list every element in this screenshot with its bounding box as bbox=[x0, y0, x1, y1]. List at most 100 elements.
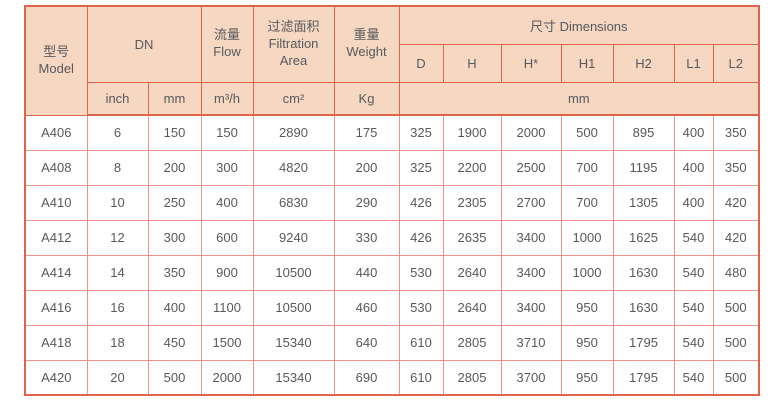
value-cell: 3700 bbox=[500, 359, 562, 396]
value-cell: 1000 bbox=[560, 254, 614, 291]
value-cell: 8 bbox=[86, 149, 149, 186]
value-cell: 1795 bbox=[612, 359, 675, 396]
value-cell: 200 bbox=[333, 149, 400, 186]
value-cell: 2000 bbox=[500, 114, 562, 151]
value-cell: 480 bbox=[712, 254, 760, 291]
header-model: 型号 Model bbox=[24, 5, 88, 116]
table-body: A406 6 150 150 2890 175 325 1900 2000 500 895 400 35… bbox=[24, 114, 760, 396]
value-cell: 540 bbox=[673, 324, 714, 361]
header-dim-h1: H1 bbox=[560, 43, 614, 83]
value-cell: 350 bbox=[712, 114, 760, 151]
value-cell: 400 bbox=[673, 184, 714, 221]
value-cell: 1100 bbox=[200, 289, 254, 326]
model-cell: A412 bbox=[24, 219, 88, 256]
value-cell: 540 bbox=[673, 289, 714, 326]
value-cell: 300 bbox=[200, 149, 254, 186]
value-cell: 2635 bbox=[442, 219, 502, 256]
table-row: A412 12 300 600 9240 330 426 2635 3400 1000 1625 54… bbox=[24, 219, 760, 256]
value-cell: 150 bbox=[147, 114, 202, 151]
value-cell: 2890 bbox=[252, 114, 335, 151]
model-cell: A414 bbox=[24, 254, 88, 291]
value-cell: 895 bbox=[612, 114, 675, 151]
value-cell: 15340 bbox=[252, 324, 335, 361]
spec-table-container: 型号 Model DN 流量 Flow 过滤面积 Filtration Area… bbox=[24, 5, 761, 396]
value-cell: 1625 bbox=[612, 219, 675, 256]
value-cell: 2700 bbox=[500, 184, 562, 221]
value-cell: 250 bbox=[147, 184, 202, 221]
header-dim-hstar: H* bbox=[500, 43, 562, 83]
value-cell: 200 bbox=[147, 149, 202, 186]
value-cell: 330 bbox=[333, 219, 400, 256]
value-cell: 350 bbox=[147, 254, 202, 291]
value-cell: 1500 bbox=[200, 324, 254, 361]
value-cell: 950 bbox=[560, 289, 614, 326]
value-cell: 900 bbox=[200, 254, 254, 291]
value-cell: 1795 bbox=[612, 324, 675, 361]
value-cell: 16 bbox=[86, 289, 149, 326]
value-cell: 14 bbox=[86, 254, 149, 291]
header-filtration-area: 过滤面积 Filtration Area bbox=[252, 5, 335, 83]
unit-dn-mm: mm bbox=[147, 81, 202, 116]
value-cell: 500 bbox=[712, 359, 760, 396]
value-cell: 426 bbox=[398, 219, 444, 256]
value-cell: 400 bbox=[673, 114, 714, 151]
unit-dimensions: mm bbox=[398, 81, 760, 116]
value-cell: 640 bbox=[333, 324, 400, 361]
header-dim-h2: H2 bbox=[612, 43, 675, 83]
value-cell: 950 bbox=[560, 359, 614, 396]
value-cell: 530 bbox=[398, 289, 444, 326]
value-cell: 3400 bbox=[500, 219, 562, 256]
value-cell: 175 bbox=[333, 114, 400, 151]
value-cell: 3400 bbox=[500, 289, 562, 326]
unit-flow: m³/h bbox=[200, 81, 254, 116]
value-cell: 500 bbox=[712, 324, 760, 361]
model-cell: A410 bbox=[24, 184, 88, 221]
value-cell: 950 bbox=[560, 324, 614, 361]
value-cell: 530 bbox=[398, 254, 444, 291]
model-cell: A406 bbox=[24, 114, 88, 151]
table-row: A406 6 150 150 2890 175 325 1900 2000 500 895 400 35… bbox=[24, 114, 760, 151]
value-cell: 1000 bbox=[560, 219, 614, 256]
value-cell: 610 bbox=[398, 324, 444, 361]
model-cell: A416 bbox=[24, 289, 88, 326]
table-row: A416 16 400 1100 10500 460 530 2640 3400 950 1630 5… bbox=[24, 289, 760, 326]
header-dimensions: 尺寸 Dimensions bbox=[398, 5, 760, 45]
value-cell: 400 bbox=[147, 289, 202, 326]
value-cell: 325 bbox=[398, 149, 444, 186]
value-cell: 460 bbox=[333, 289, 400, 326]
value-cell: 540 bbox=[673, 219, 714, 256]
header-dim-d: D bbox=[398, 43, 444, 83]
value-cell: 2640 bbox=[442, 254, 502, 291]
value-cell: 400 bbox=[673, 149, 714, 186]
table-row: A410 10 250 400 6830 290 426 2305 2700 700 1305 400… bbox=[24, 184, 760, 221]
value-cell: 540 bbox=[673, 254, 714, 291]
value-cell: 20 bbox=[86, 359, 149, 396]
value-cell: 600 bbox=[200, 219, 254, 256]
model-cell: A408 bbox=[24, 149, 88, 186]
table-header: 型号 Model DN 流量 Flow 过滤面积 Filtration Area… bbox=[24, 5, 760, 116]
header-dn: DN bbox=[86, 5, 202, 83]
model-cell: A418 bbox=[24, 324, 88, 361]
value-cell: 1900 bbox=[442, 114, 502, 151]
value-cell: 325 bbox=[398, 114, 444, 151]
value-cell: 150 bbox=[200, 114, 254, 151]
value-cell: 1305 bbox=[612, 184, 675, 221]
value-cell: 500 bbox=[147, 359, 202, 396]
table-row: A408 8 200 300 4820 200 325 2200 2500 700 1195 400 3… bbox=[24, 149, 760, 186]
table-row: A414 14 350 900 10500 440 530 2640 3400 1000 1630 5… bbox=[24, 254, 760, 291]
value-cell: 2805 bbox=[442, 324, 502, 361]
value-cell: 2000 bbox=[200, 359, 254, 396]
header-dim-l2: L2 bbox=[712, 43, 760, 83]
value-cell: 10 bbox=[86, 184, 149, 221]
value-cell: 290 bbox=[333, 184, 400, 221]
value-cell: 690 bbox=[333, 359, 400, 396]
value-cell: 4820 bbox=[252, 149, 335, 186]
value-cell: 420 bbox=[712, 219, 760, 256]
value-cell: 700 bbox=[560, 184, 614, 221]
value-cell: 500 bbox=[560, 114, 614, 151]
value-cell: 6 bbox=[86, 114, 149, 151]
value-cell: 2200 bbox=[442, 149, 502, 186]
value-cell: 2640 bbox=[442, 289, 502, 326]
value-cell: 10500 bbox=[252, 289, 335, 326]
value-cell: 15340 bbox=[252, 359, 335, 396]
